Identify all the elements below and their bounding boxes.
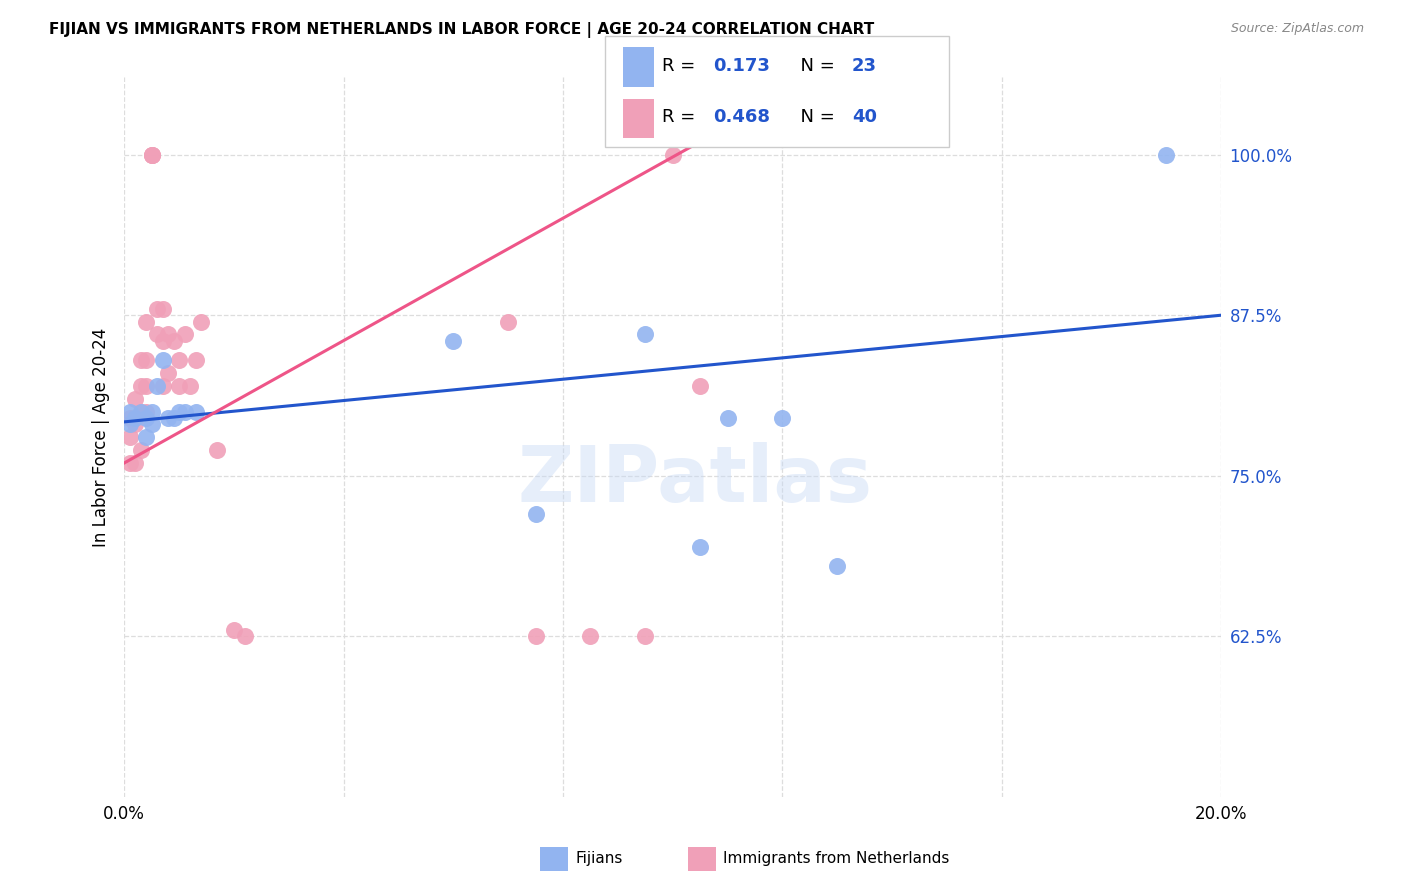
Point	[173, 404, 195, 418]
Point	[524, 508, 547, 522]
Point	[689, 540, 711, 554]
Point	[184, 404, 207, 418]
Point	[129, 443, 152, 458]
Point	[716, 411, 738, 425]
Point	[184, 353, 207, 368]
Point	[634, 630, 657, 644]
Point	[135, 430, 157, 444]
Y-axis label: In Labor Force | Age 20-24: In Labor Force | Age 20-24	[93, 327, 110, 547]
Point	[129, 379, 152, 393]
Point	[152, 334, 174, 348]
Point	[141, 147, 163, 161]
Text: N =: N =	[789, 57, 841, 75]
Point	[124, 411, 146, 425]
Point	[167, 379, 190, 393]
Point	[146, 379, 169, 393]
Text: Source: ZipAtlas.com: Source: ZipAtlas.com	[1230, 22, 1364, 36]
Point	[173, 327, 195, 342]
Text: R =: R =	[662, 109, 702, 127]
Text: R =: R =	[662, 57, 702, 75]
Point	[129, 404, 152, 418]
Point	[141, 147, 163, 161]
Point	[827, 558, 849, 573]
Point	[118, 430, 141, 444]
Point	[524, 630, 547, 644]
Point	[118, 411, 141, 425]
Text: 0.468: 0.468	[713, 109, 770, 127]
Text: ZIPatlas: ZIPatlas	[517, 442, 872, 518]
Point	[124, 417, 146, 432]
Point	[162, 334, 184, 348]
Point	[496, 315, 519, 329]
Point	[222, 623, 245, 637]
Point	[661, 147, 683, 161]
Point	[167, 353, 190, 368]
Point	[141, 147, 163, 161]
Point	[135, 379, 157, 393]
Point	[146, 301, 169, 316]
Point	[689, 379, 711, 393]
Point	[441, 334, 464, 348]
Point	[129, 404, 152, 418]
Point	[135, 411, 157, 425]
Point	[152, 379, 174, 393]
Point	[124, 456, 146, 470]
Point	[118, 404, 141, 418]
Point	[179, 379, 201, 393]
Point	[770, 411, 793, 425]
Point	[162, 411, 184, 425]
Point	[124, 392, 146, 406]
Point	[157, 366, 180, 380]
Text: 0.173: 0.173	[713, 57, 769, 75]
Point	[129, 353, 152, 368]
Point	[141, 417, 163, 432]
Point	[157, 411, 180, 425]
Point	[141, 404, 163, 418]
Text: N =: N =	[789, 109, 841, 127]
Point	[135, 315, 157, 329]
Text: FIJIAN VS IMMIGRANTS FROM NETHERLANDS IN LABOR FORCE | AGE 20-24 CORRELATION CHA: FIJIAN VS IMMIGRANTS FROM NETHERLANDS IN…	[49, 22, 875, 38]
Point	[152, 301, 174, 316]
Point	[135, 404, 157, 418]
Point	[579, 630, 602, 644]
Text: Fijians: Fijians	[575, 852, 623, 866]
Point	[118, 456, 141, 470]
Point	[207, 443, 229, 458]
Point	[1156, 147, 1178, 161]
Text: 40: 40	[852, 109, 877, 127]
Text: Immigrants from Netherlands: Immigrants from Netherlands	[723, 852, 949, 866]
Point	[135, 353, 157, 368]
Point	[152, 353, 174, 368]
Text: 23: 23	[852, 57, 877, 75]
Point	[146, 327, 169, 342]
Point	[167, 404, 190, 418]
Point	[118, 417, 141, 432]
Point	[634, 327, 657, 342]
Point	[190, 315, 212, 329]
Point	[233, 630, 256, 644]
Point	[157, 327, 180, 342]
